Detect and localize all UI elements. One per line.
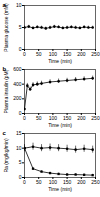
svg-text:150: 150 (63, 51, 72, 57)
svg-text:250: 250 (91, 179, 100, 185)
svg-text:15: 15 (16, 130, 22, 136)
svg-text:600: 600 (13, 66, 22, 72)
svg-text:50: 50 (36, 51, 42, 57)
svg-text:0: 0 (23, 51, 26, 57)
svg-text:5: 5 (19, 24, 22, 30)
svg-text:Plasma glucose (mM): Plasma glucose (mM) (3, 3, 9, 52)
svg-text:0: 0 (19, 46, 22, 52)
svg-text:250: 250 (91, 115, 100, 121)
svg-text:400: 400 (13, 81, 22, 87)
svg-text:200: 200 (13, 95, 22, 101)
svg-text:b: b (3, 66, 7, 72)
svg-text:50: 50 (36, 115, 42, 121)
svg-text:Time (min): Time (min) (48, 186, 72, 192)
svg-text:0: 0 (23, 179, 26, 185)
svg-text:Time (min): Time (min) (48, 58, 72, 64)
svg-text:200: 200 (77, 51, 86, 57)
svg-text:100: 100 (49, 51, 58, 57)
svg-text:10: 10 (16, 2, 22, 8)
svg-text:0: 0 (19, 174, 22, 180)
svg-text:100: 100 (49, 115, 58, 121)
svg-text:200: 200 (77, 115, 86, 121)
svg-text:200: 200 (77, 179, 86, 185)
svg-text:0: 0 (23, 115, 26, 121)
svg-text:5: 5 (19, 159, 22, 165)
svg-text:10: 10 (16, 145, 22, 151)
svg-text:250: 250 (91, 51, 100, 57)
svg-text:c: c (3, 130, 7, 136)
svg-text:100: 100 (49, 179, 58, 185)
svg-text:Plasma insulin (pM): Plasma insulin (pM) (3, 69, 9, 113)
svg-text:150: 150 (63, 179, 72, 185)
svg-text:a: a (3, 2, 7, 8)
svg-text:50: 50 (36, 179, 42, 185)
svg-text:Time (min): Time (min) (48, 122, 72, 128)
svg-text:Ra (mg/kg/min): Ra (mg/kg/min) (3, 138, 9, 173)
svg-text:0: 0 (19, 110, 22, 116)
svg-text:150: 150 (63, 115, 72, 121)
